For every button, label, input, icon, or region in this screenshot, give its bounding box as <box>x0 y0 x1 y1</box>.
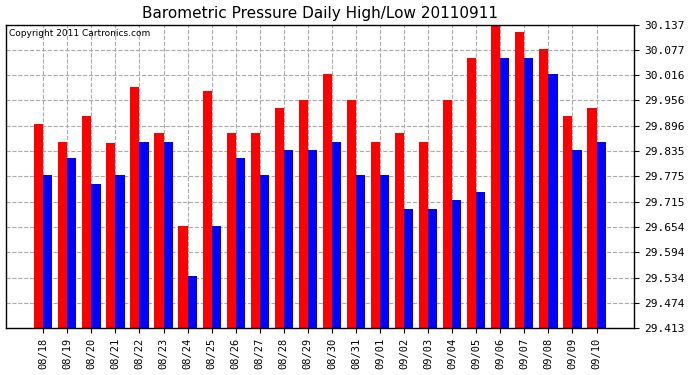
Bar <box>155 133 164 328</box>
Bar <box>164 142 172 328</box>
Bar <box>515 33 524 328</box>
Bar <box>236 158 245 328</box>
Bar <box>443 100 452 328</box>
Bar <box>491 24 500 328</box>
Bar <box>419 142 428 328</box>
Bar <box>179 226 188 328</box>
Bar <box>284 150 293 328</box>
Bar <box>308 150 317 328</box>
Bar <box>332 142 341 328</box>
Bar <box>250 133 259 328</box>
Bar <box>467 58 476 328</box>
Bar <box>500 58 509 328</box>
Bar <box>212 226 221 328</box>
Bar <box>573 150 582 328</box>
Bar <box>106 143 115 328</box>
Bar <box>587 108 597 328</box>
Bar <box>139 142 148 328</box>
Bar <box>371 142 380 328</box>
Bar <box>428 209 437 328</box>
Bar <box>68 158 77 328</box>
Bar <box>540 49 549 328</box>
Bar <box>395 133 404 328</box>
Bar <box>115 175 125 328</box>
Bar <box>549 75 558 328</box>
Bar <box>34 124 43 328</box>
Title: Barometric Pressure Daily High/Low 20110911: Barometric Pressure Daily High/Low 20110… <box>142 6 498 21</box>
Bar <box>563 117 573 328</box>
Bar <box>356 175 365 328</box>
Bar <box>130 87 139 328</box>
Bar <box>347 100 356 328</box>
Bar <box>380 175 389 328</box>
Text: Copyright 2011 Cartronics.com: Copyright 2011 Cartronics.com <box>9 29 150 38</box>
Bar <box>597 142 606 328</box>
Bar <box>323 75 332 328</box>
Bar <box>299 100 308 328</box>
Bar <box>452 200 462 328</box>
Bar <box>91 184 101 328</box>
Bar <box>188 276 197 328</box>
Bar <box>275 108 284 328</box>
Bar <box>43 175 52 328</box>
Bar <box>404 209 413 328</box>
Bar <box>82 117 91 328</box>
Bar <box>476 192 485 328</box>
Bar <box>259 175 269 328</box>
Bar <box>524 58 533 328</box>
Bar <box>202 91 212 328</box>
Bar <box>226 133 236 328</box>
Bar <box>58 142 68 328</box>
